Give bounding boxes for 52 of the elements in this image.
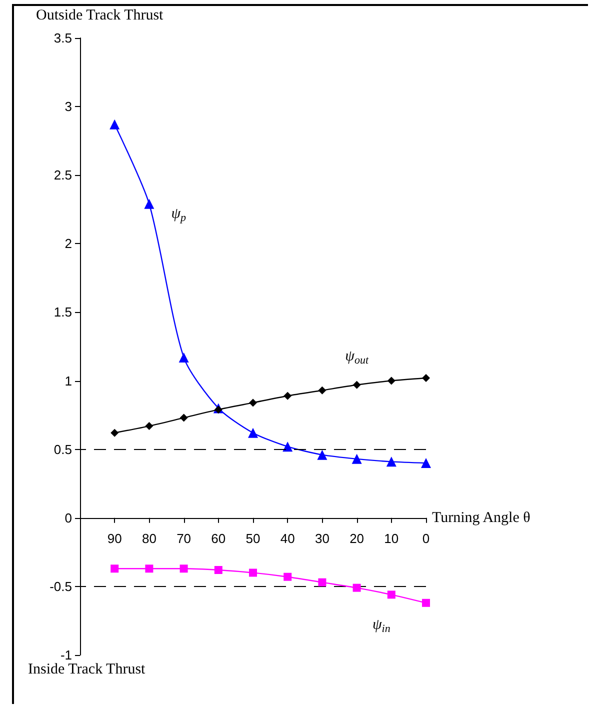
point — [421, 458, 431, 468]
x-tick-label: 20 — [350, 530, 364, 546]
x-tick-label: 30 — [314, 530, 330, 546]
y-tick-label: 0 — [64, 510, 72, 526]
point — [352, 584, 361, 592]
point — [180, 564, 188, 573]
x-tick-label: 50 — [246, 530, 260, 546]
point — [178, 352, 189, 362]
y-tick-label: 0.5 — [54, 442, 72, 457]
x-tick-label: 60 — [211, 530, 226, 546]
point — [110, 428, 119, 437]
x-axis-title: Turning Angle θ — [432, 510, 530, 526]
point — [284, 392, 292, 400]
y-tick-label: 2.5 — [54, 168, 72, 183]
x-tick-label: 10 — [384, 530, 399, 546]
y-tick-label: 1.5 — [54, 304, 72, 320]
point — [248, 428, 258, 438]
point — [249, 568, 257, 577]
y-tick-label: 2 — [64, 236, 72, 252]
x-tick-label: 0 — [422, 530, 430, 546]
y-axis-title: Outside Track Thrust — [36, 8, 164, 24]
point — [110, 119, 120, 130]
y-tick-label: 3 — [64, 99, 72, 114]
point — [318, 386, 326, 394]
point — [386, 456, 396, 467]
point — [145, 422, 154, 430]
point — [180, 414, 188, 422]
point — [422, 598, 430, 607]
point — [387, 590, 396, 599]
point — [214, 406, 222, 414]
x-tick-label: 70 — [176, 530, 192, 546]
point — [352, 454, 362, 464]
y-tick-label: 3.5 — [54, 30, 72, 46]
point — [144, 198, 154, 209]
x-tick-label: 40 — [280, 530, 295, 546]
point — [214, 566, 222, 574]
point — [145, 564, 154, 573]
point — [352, 380, 361, 389]
point — [317, 450, 328, 460]
text: Inside Track Thrust — [28, 662, 146, 678]
x-tick-label: 90 — [107, 530, 122, 546]
point — [284, 572, 292, 581]
point — [249, 398, 257, 407]
x-tick-label: 80 — [142, 530, 156, 546]
y-tick-label: 1 — [64, 373, 72, 388]
point — [387, 376, 396, 385]
y-tick-label: -0.5 — [50, 578, 72, 594]
y-tick-label: -1 — [60, 648, 72, 662]
point — [110, 564, 119, 573]
point — [318, 578, 326, 586]
point — [422, 374, 430, 382]
point — [282, 442, 293, 452]
